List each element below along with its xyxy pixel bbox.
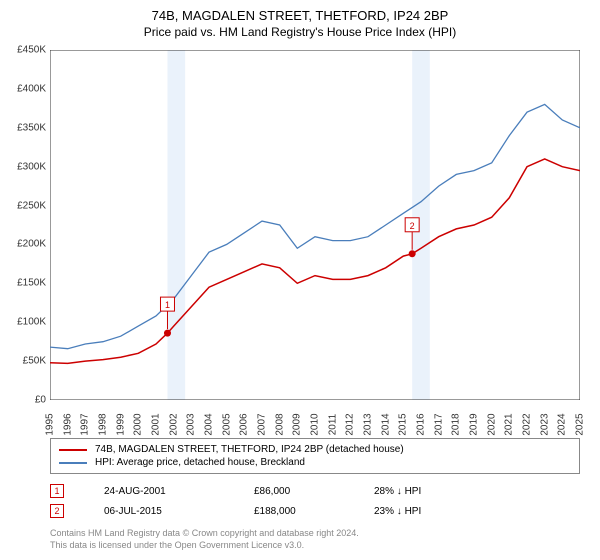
x-tick-label: 1996 <box>62 413 73 435</box>
x-tick-label: 2022 <box>522 413 533 435</box>
marker-price: £188,000 <box>254 506 334 517</box>
x-tick-label: 2024 <box>557 413 568 435</box>
x-tick-label: 1997 <box>80 413 91 435</box>
x-tick-label: 1998 <box>98 413 109 435</box>
x-tick-label: 2004 <box>204 413 215 435</box>
x-tick-label: 2001 <box>151 413 162 435</box>
x-tick-label: 2009 <box>292 413 303 435</box>
y-tick-label: £400K <box>2 83 46 94</box>
legend-label: 74B, MAGDALEN STREET, THETFORD, IP24 2BP… <box>95 444 404 455</box>
chart-title: 74B, MAGDALEN STREET, THETFORD, IP24 2BP <box>0 0 600 23</box>
marker-delta: 23% ↓ HPI <box>374 506 421 517</box>
y-tick-label: £350K <box>2 122 46 133</box>
y-tick-label: £200K <box>2 239 46 250</box>
y-tick-label: £100K <box>2 317 46 328</box>
x-tick-label: 2002 <box>168 413 179 435</box>
y-tick-label: £0 <box>2 395 46 406</box>
footer: Contains HM Land Registry data © Crown c… <box>50 528 580 551</box>
y-tick-label: £250K <box>2 200 46 211</box>
x-tick-label: 2020 <box>486 413 497 435</box>
x-tick-label: 2011 <box>327 414 338 436</box>
y-tick-label: £50K <box>2 356 46 367</box>
x-tick-label: 2017 <box>433 413 444 435</box>
legend-swatch <box>59 449 87 451</box>
chart-area: 12 £0£50K£100K£150K£200K£250K£300K£350K£… <box>50 50 580 400</box>
x-tick-label: 2016 <box>416 413 427 435</box>
legend-row: 74B, MAGDALEN STREET, THETFORD, IP24 2BP… <box>59 443 571 456</box>
marker-price: £86,000 <box>254 486 334 497</box>
x-tick-label: 2008 <box>274 413 285 435</box>
x-tick-label: 1999 <box>115 413 126 435</box>
x-tick-label: 2010 <box>310 413 321 435</box>
marker-delta: 28% ↓ HPI <box>374 486 421 497</box>
x-tick-label: 2000 <box>133 413 144 435</box>
svg-text:1: 1 <box>165 300 170 310</box>
legend-swatch <box>59 462 87 464</box>
svg-text:2: 2 <box>410 221 415 231</box>
x-tick-label: 2021 <box>504 413 515 435</box>
y-tick-label: £450K <box>2 45 46 56</box>
marker-date: 24-AUG-2001 <box>104 486 214 497</box>
x-tick-label: 2018 <box>451 413 462 435</box>
legend: 74B, MAGDALEN STREET, THETFORD, IP24 2BP… <box>50 438 580 474</box>
legend-row: HPI: Average price, detached house, Brec… <box>59 456 571 469</box>
marker-row-1: 1 24-AUG-2001 £86,000 28% ↓ HPI <box>50 484 580 498</box>
x-tick-label: 2012 <box>345 413 356 435</box>
x-tick-label: 2005 <box>221 413 232 435</box>
y-tick-label: £150K <box>2 278 46 289</box>
marker-date: 06-JUL-2015 <box>104 506 214 517</box>
y-tick-label: £300K <box>2 161 46 172</box>
chart-plot: 12 <box>50 50 580 400</box>
x-tick-label: 2019 <box>469 413 480 435</box>
footer-line: This data is licensed under the Open Gov… <box>50 540 580 552</box>
x-tick-label: 2007 <box>257 413 268 435</box>
footer-line: Contains HM Land Registry data © Crown c… <box>50 528 580 540</box>
x-tick-label: 2006 <box>239 413 250 435</box>
chart-subtitle: Price paid vs. HM Land Registry's House … <box>0 23 600 39</box>
marker-badge: 2 <box>50 504 64 518</box>
x-tick-label: 2023 <box>539 413 550 435</box>
x-tick-label: 1995 <box>45 413 56 435</box>
marker-badge: 1 <box>50 484 64 498</box>
legend-label: HPI: Average price, detached house, Brec… <box>95 457 305 468</box>
x-tick-label: 2015 <box>398 413 409 435</box>
x-tick-label: 2025 <box>575 413 586 435</box>
marker-row-2: 2 06-JUL-2015 £188,000 23% ↓ HPI <box>50 504 580 518</box>
x-tick-label: 2003 <box>186 413 197 435</box>
x-tick-label: 2014 <box>380 413 391 435</box>
x-tick-label: 2013 <box>363 413 374 435</box>
